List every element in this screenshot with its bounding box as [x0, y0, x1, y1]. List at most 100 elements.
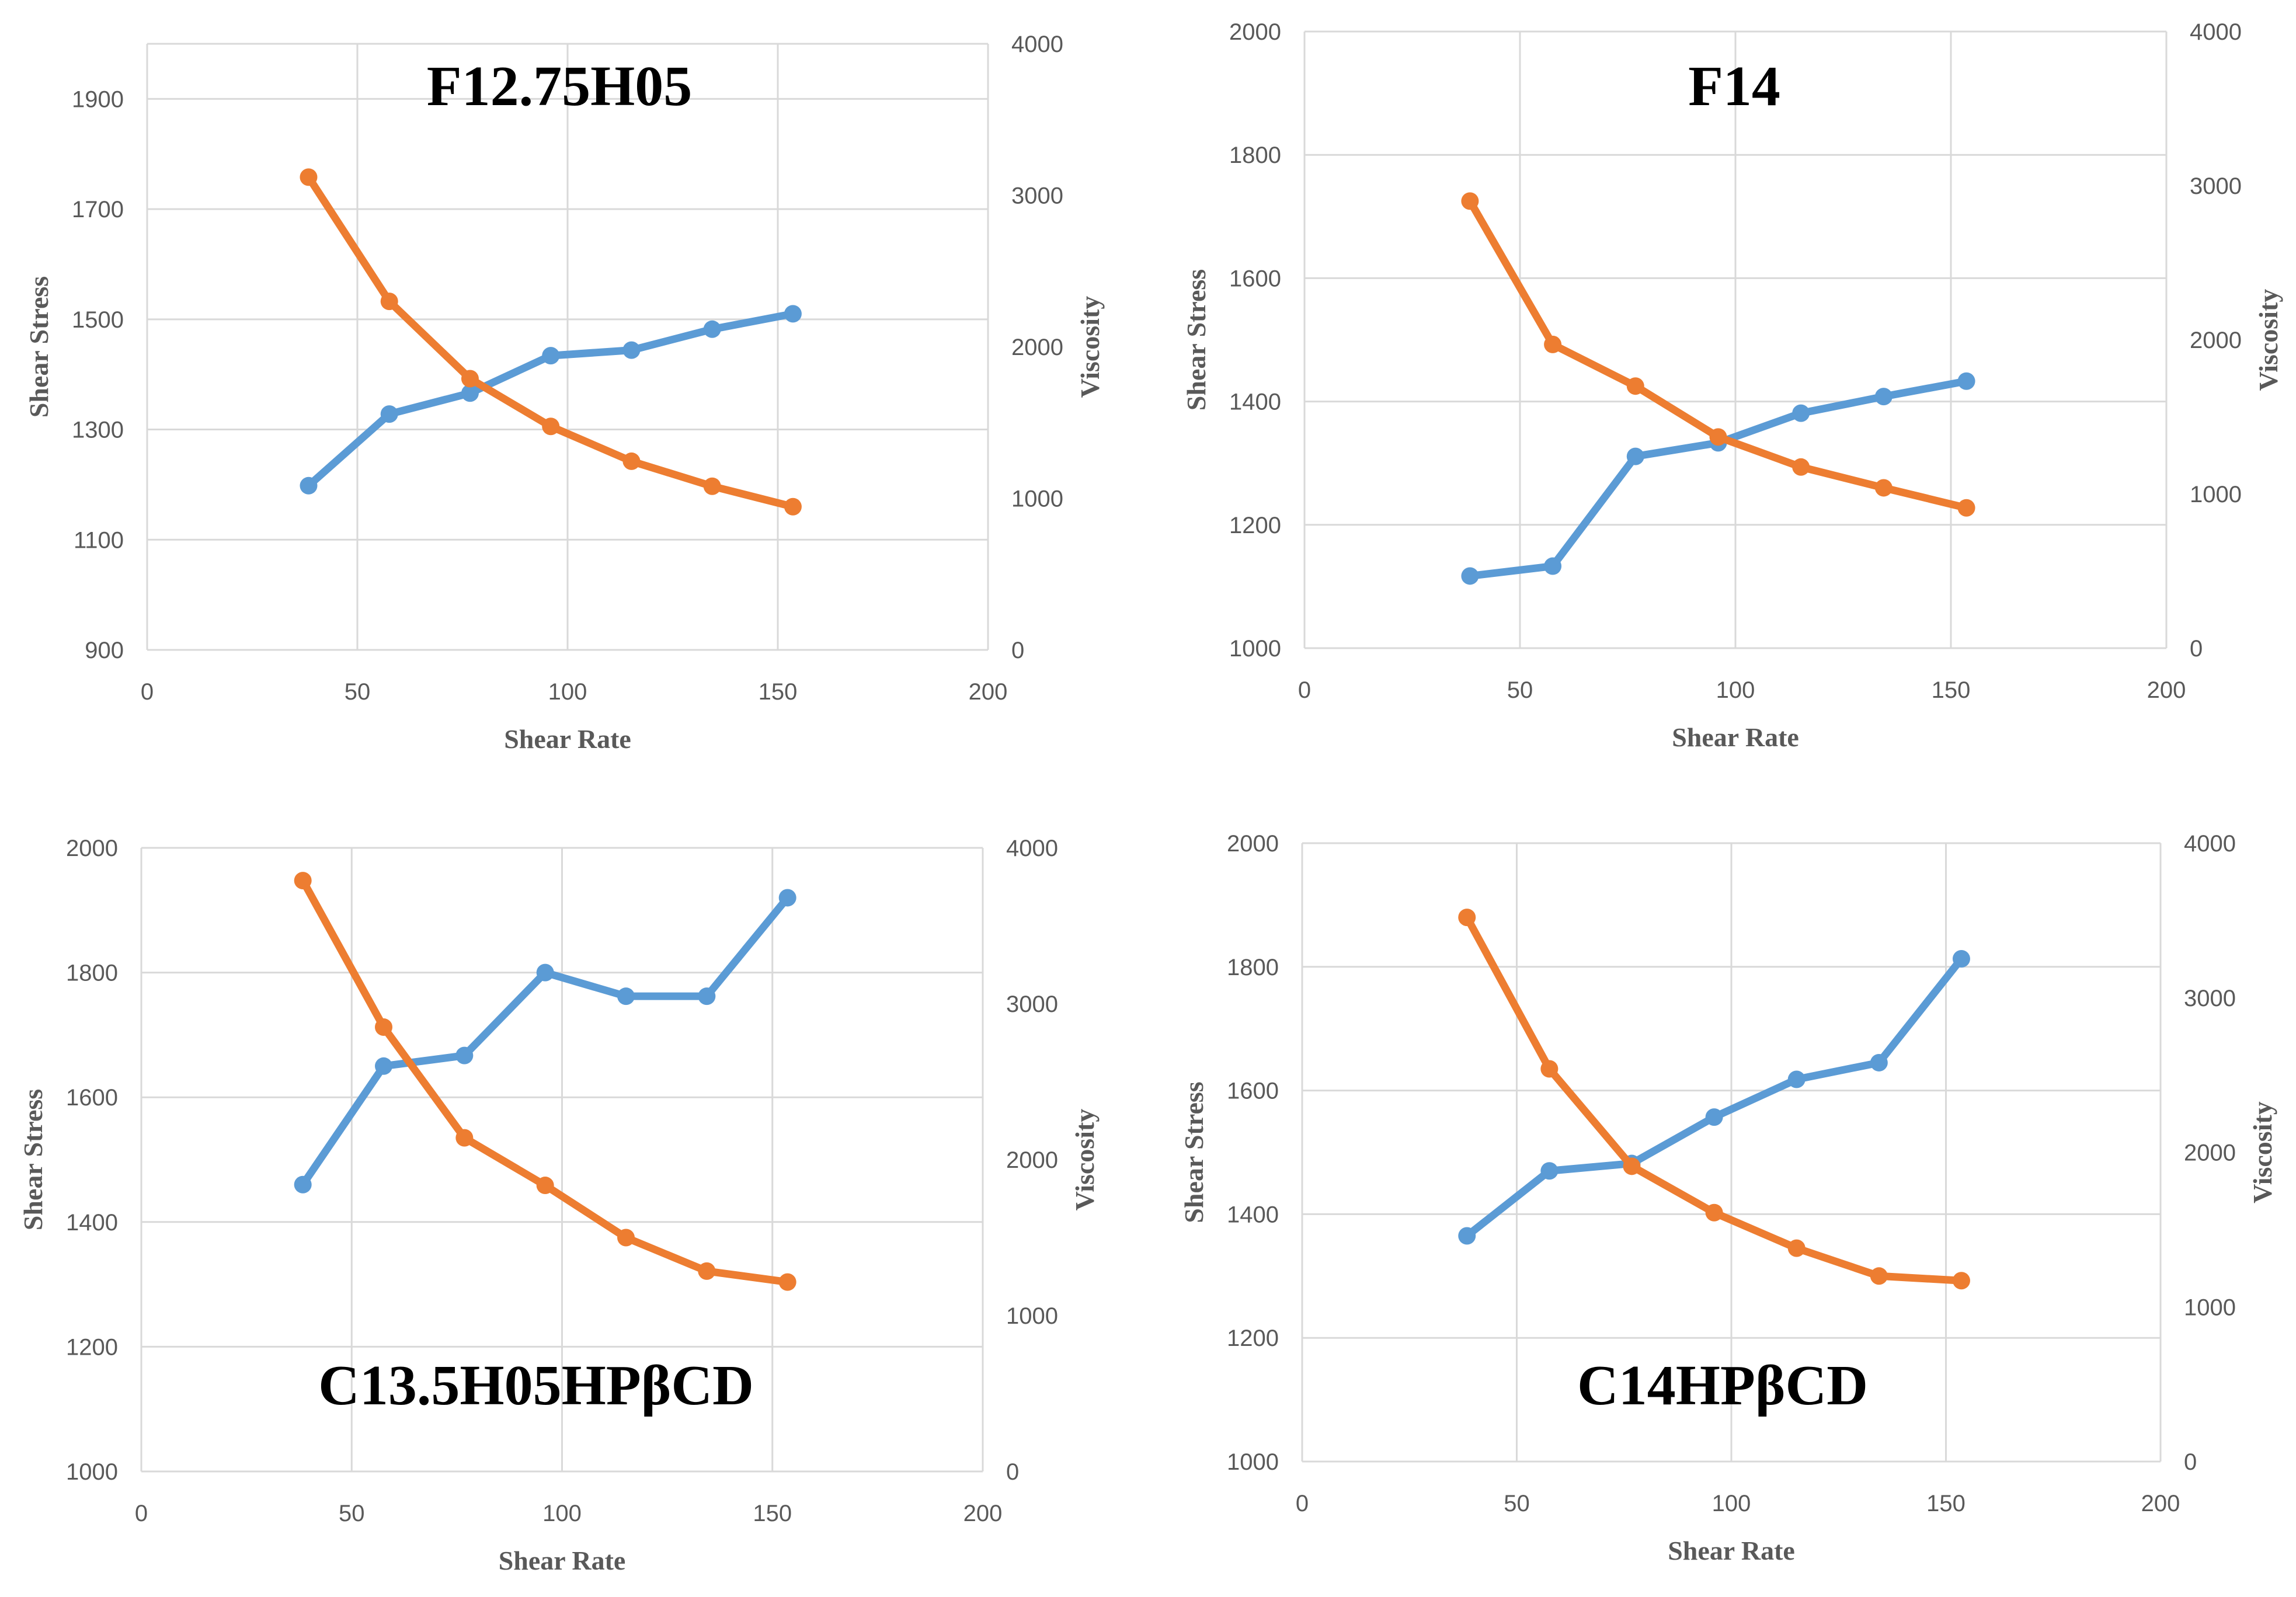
viscosity-data-point [617, 1229, 635, 1247]
y2-tick-label: 0 [2184, 1449, 2197, 1475]
viscosity-data-point [1544, 335, 1562, 353]
shear-stress-data-point [380, 405, 398, 423]
x-tick-label: 50 [345, 679, 371, 705]
y2-tick-label: 2000 [1011, 335, 1063, 360]
shear-stress-series-line [304, 309, 797, 490]
y2-tick-label: 4000 [2190, 19, 2242, 45]
shear-stress-data-point [455, 1046, 474, 1064]
viscosity-data-point [542, 417, 560, 436]
x-axis-title: Shear Rate [504, 724, 631, 754]
y2-tick-label: 3000 [2190, 173, 2242, 199]
chart-panel-2: 1000120014001600180020000100020003000400… [1181, 19, 2283, 752]
shear-stress-data-point [375, 1057, 393, 1075]
chart-title: C14HPβCD [1577, 1354, 1868, 1417]
viscosity-data-point [1787, 1239, 1806, 1257]
y-tick-label: 1200 [1229, 513, 1281, 538]
chart-title: F14 [1688, 55, 1780, 118]
y2-tick-label: 2000 [1006, 1147, 1058, 1173]
chart-title: F12.75H05 [427, 55, 693, 118]
y-tick-label: 1800 [66, 961, 118, 986]
x-tick-label: 100 [548, 679, 587, 705]
x-tick-label: 0 [141, 679, 154, 705]
x-tick-label: 50 [339, 1501, 365, 1526]
y2-axis-title: Viscosity [1070, 1109, 1100, 1211]
y2-tick-label: 2000 [2184, 1140, 2236, 1166]
y2-tick-label: 1000 [2184, 1295, 2236, 1320]
x-tick-label: 0 [135, 1501, 148, 1526]
x-tick-label: 200 [2141, 1491, 2180, 1516]
chart-title: C13.5H05HPβCD [318, 1354, 754, 1417]
y-tick-label: 1100 [74, 527, 124, 553]
x-tick-label: 0 [1298, 677, 1311, 703]
viscosity-data-point [1792, 458, 1810, 476]
y2-tick-label: 0 [1011, 638, 1024, 663]
y2-tick-label: 4000 [1011, 32, 1063, 57]
shear-stress-data-point [1540, 1162, 1559, 1180]
y2-tick-label: 1000 [1006, 1303, 1058, 1329]
shear-stress-data-point [300, 476, 318, 495]
viscosity-data-point [1874, 479, 1893, 497]
x-tick-label: 150 [753, 1501, 792, 1526]
shear-stress-data-point [461, 384, 479, 402]
viscosity-data-point [1540, 1060, 1559, 1078]
viscosity-series-line [304, 173, 797, 511]
y-tick-label: 1400 [1229, 389, 1281, 415]
viscosity-data-point [1623, 1157, 1641, 1175]
viscosity-data-point [380, 293, 398, 311]
chart-panel-1: 9001100130015001700190001000200030004000… [24, 32, 1105, 754]
x-axis-title: Shear Rate [1668, 1536, 1795, 1565]
y2-tick-label: 3000 [1006, 991, 1058, 1017]
viscosity-data-point [294, 872, 312, 890]
y-tick-label: 1600 [1229, 266, 1281, 291]
viscosity-data-point [455, 1129, 474, 1147]
shear-stress-series-line [1466, 377, 1971, 580]
x-tick-label: 50 [1504, 1491, 1530, 1516]
x-tick-label: 200 [969, 679, 1008, 705]
shear-stress-data-point [1461, 567, 1479, 585]
x-tick-label: 100 [1712, 1491, 1751, 1516]
viscosity-data-point [698, 1262, 716, 1280]
viscosity-data-point [375, 1018, 393, 1036]
y2-tick-label: 1000 [1011, 486, 1063, 512]
shear-stress-data-point [698, 987, 716, 1005]
viscosity-data-point [1870, 1267, 1888, 1285]
viscosity-data-point [536, 1177, 554, 1195]
shear-stress-data-point [1792, 404, 1810, 422]
y-tick-label: 1700 [72, 197, 124, 222]
y2-tick-label: 4000 [1006, 836, 1058, 861]
viscosity-data-point [300, 168, 318, 186]
x-tick-label: 200 [2147, 677, 2186, 703]
shear-stress-data-point [1458, 1227, 1476, 1245]
viscosity-data-point [1709, 428, 1727, 446]
x-tick-label: 200 [963, 1501, 1003, 1526]
shear-stress-data-point [536, 963, 554, 982]
x-tick-label: 150 [1932, 677, 1971, 703]
viscosity-series-line [1463, 913, 1965, 1285]
chart-panel-4: 1000120014001600180020000100020003000400… [1179, 831, 2277, 1565]
x-tick-label: 50 [1507, 677, 1533, 703]
x-tick-label: 0 [1296, 1491, 1309, 1516]
shear-stress-series-line [299, 893, 792, 1189]
y2-axis-title: Viscosity [2253, 289, 2283, 391]
shear-stress-data-point [1626, 447, 1644, 465]
y-axis-title: Shear Stress [1181, 269, 1211, 410]
shear-stress-data-point [1952, 950, 1970, 968]
y2-axis-title: Viscosity [2248, 1101, 2277, 1203]
shear-stress-data-point [542, 347, 560, 365]
y-tick-label: 1200 [1227, 1325, 1279, 1351]
shear-stress-data-point [1705, 1108, 1723, 1126]
x-axis-title: Shear Rate [1672, 722, 1799, 752]
x-tick-label: 150 [759, 679, 798, 705]
viscosity-data-point [784, 497, 802, 516]
y-axis-title: Shear Stress [18, 1089, 48, 1230]
x-tick-label: 150 [1926, 1491, 1965, 1516]
y-tick-label: 1800 [1229, 142, 1281, 168]
shear-stress-data-point [622, 341, 641, 359]
viscosity-data-point [1705, 1203, 1723, 1222]
shear-stress-data-point [1874, 388, 1893, 406]
viscosity-data-point [1626, 377, 1644, 395]
x-axis-title: Shear Rate [499, 1546, 626, 1575]
y-tick-label: 2000 [66, 836, 118, 861]
viscosity-series-line [1466, 197, 1971, 512]
y-tick-label: 1000 [1227, 1449, 1279, 1475]
